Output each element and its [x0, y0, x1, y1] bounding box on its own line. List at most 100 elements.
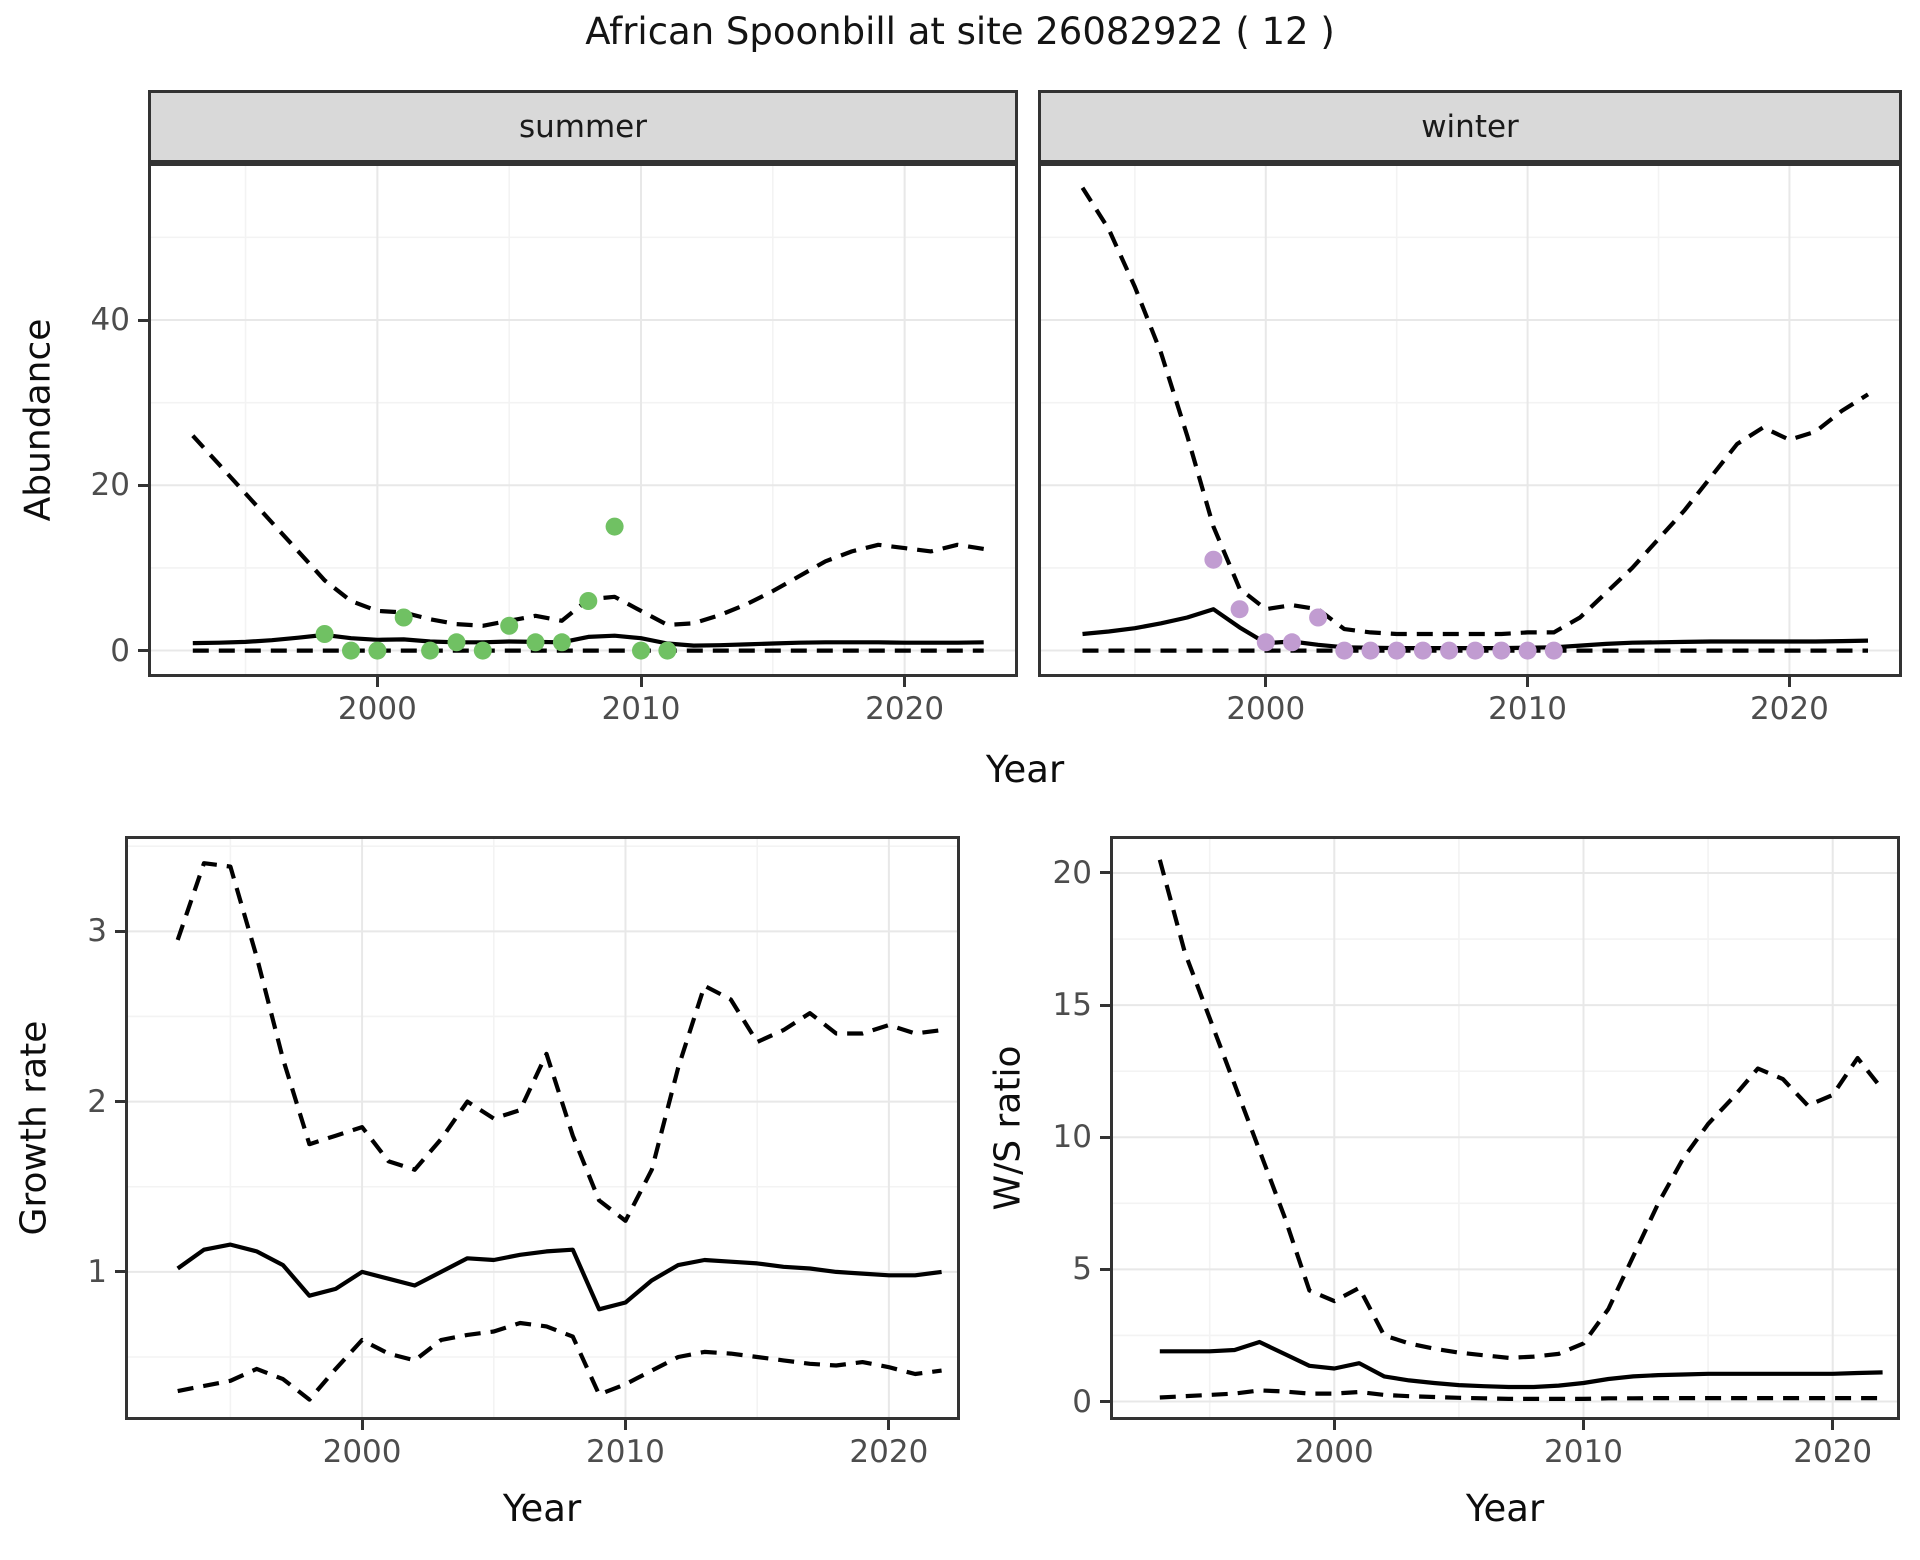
winter_observations-point [1361, 641, 1380, 660]
y-tick-mark [1100, 1135, 1110, 1139]
x-tick-mark [903, 677, 907, 687]
x-tick-label: 2000 [1226, 691, 1306, 727]
x-tick-label: 2020 [1793, 1434, 1873, 1470]
summer_observations-point [632, 641, 650, 660]
summer_observations-point [421, 641, 440, 660]
series-upper_ci [1080, 186, 1870, 637]
x-tick-mark [1264, 677, 1268, 687]
y-tick-mark [138, 649, 148, 653]
y-tick-label: 20 [90, 467, 130, 504]
summer_observations-point [500, 616, 519, 635]
growth-rate-panel [125, 836, 960, 1420]
y-tick-mark [138, 318, 148, 322]
summer_observations-point [315, 625, 334, 643]
abundance-axis-title: Abundance [17, 318, 59, 522]
x-tick-label: 2010 [1488, 691, 1568, 727]
year-axis-title-ws: Year [1465, 1487, 1545, 1530]
summer_observations-point [526, 633, 545, 652]
y-tick-mark [1100, 871, 1110, 875]
ws-ratio-panel [1110, 836, 1900, 1420]
summer_observations-point [394, 608, 413, 627]
x-tick-mark [1831, 1420, 1835, 1430]
x-tick-mark [639, 677, 643, 687]
y-tick-mark [115, 1270, 125, 1274]
winter_observations-point [1256, 633, 1275, 652]
y-tick-mark [115, 1100, 125, 1104]
winter_observations-point [1466, 641, 1485, 660]
panel-border [1110, 836, 1900, 1420]
series-mean [176, 1242, 942, 1312]
x-tick-mark [887, 1420, 891, 1430]
winter_observations-point [1309, 608, 1328, 627]
winter_observations-point [1335, 641, 1354, 660]
y-tick-label: 10 [1052, 1119, 1092, 1156]
abundance-winter-panel [1038, 163, 1902, 677]
series-lower_ci [177, 1320, 942, 1402]
x-tick-label: 2000 [1294, 1434, 1374, 1470]
page-title: African Spoonbill at site 26082922 ( 12 … [585, 10, 1335, 53]
winter_observations-point [1204, 550, 1223, 569]
series-mean [1159, 1339, 1883, 1390]
panel-border [1038, 163, 1902, 677]
series-lower_ci [1159, 1388, 1883, 1402]
y-tick-label: 2 [87, 1083, 107, 1120]
x-tick-mark [375, 677, 379, 687]
summer_observations-point [658, 641, 677, 660]
facet-strip-summer: summer [148, 90, 1018, 163]
winter_observations-point [1544, 641, 1563, 660]
y-tick-label: 5 [1072, 1251, 1092, 1288]
y-tick-label: 0 [1072, 1383, 1092, 1420]
winter_observations-point [1283, 633, 1301, 652]
x-tick-label: 2000 [322, 1434, 402, 1470]
winter_observations-point [1492, 641, 1511, 660]
series-upper_ci [1157, 859, 1885, 1361]
x-tick-label: 2000 [337, 691, 417, 727]
y-tick-label: 3 [87, 913, 107, 950]
series-upper_ci [175, 861, 942, 1223]
winter_observations-point [1440, 641, 1459, 660]
summer_observations-point [552, 633, 571, 652]
y-tick-mark [1100, 1003, 1110, 1007]
x-tick-mark [1582, 1420, 1585, 1430]
growth-rate-axis-title: Growth rate [13, 1020, 55, 1236]
x-tick-label: 2020 [865, 691, 945, 727]
summer_observations-point [605, 517, 624, 536]
x-tick-mark [623, 1420, 627, 1430]
y-tick-mark [1100, 1400, 1110, 1403]
abundance-summer-panel [148, 163, 1018, 677]
x-tick-label: 2010 [586, 1434, 665, 1470]
y-tick-label: 15 [1052, 987, 1092, 1024]
winter_observations-point [1518, 641, 1537, 660]
winter_observations-point [1230, 600, 1249, 619]
year-axis-title-growth: Year [502, 1487, 582, 1530]
year-axis-title-top: Year [985, 748, 1065, 791]
panel-border [148, 163, 1018, 677]
winter_observations-point [1387, 641, 1406, 660]
x-tick-mark [1787, 677, 1791, 687]
x-tick-mark [360, 1420, 364, 1430]
winter_observations-point [1413, 641, 1432, 660]
summer_observations-point [473, 641, 492, 660]
panel-border [125, 836, 960, 1420]
y-tick-label: 20 [1052, 854, 1092, 891]
x-tick-label: 2020 [1749, 691, 1829, 727]
summer_observations-point [368, 641, 387, 660]
ws-ratio-axis-title: W/S ratio [987, 1045, 1029, 1211]
summer_observations-point [579, 592, 598, 610]
facet-strip-winter: winter [1038, 90, 1902, 163]
x-tick-mark [1332, 1420, 1336, 1430]
y-tick-label: 0 [110, 632, 130, 669]
x-tick-label: 2010 [601, 691, 681, 727]
x-tick-label: 2010 [1544, 1434, 1623, 1470]
summer_observations-point [342, 641, 360, 660]
facet-strip-winter-label: winter [1421, 108, 1519, 145]
y-tick-label: 40 [90, 302, 130, 338]
y-tick-mark [138, 483, 148, 487]
x-tick-label: 2020 [849, 1434, 929, 1470]
x-tick-mark [1526, 677, 1530, 687]
facet-strip-summer-label: summer [518, 108, 647, 145]
y-tick-mark [115, 929, 125, 933]
summer_observations-point [447, 633, 466, 652]
y-tick-label: 1 [87, 1253, 107, 1290]
